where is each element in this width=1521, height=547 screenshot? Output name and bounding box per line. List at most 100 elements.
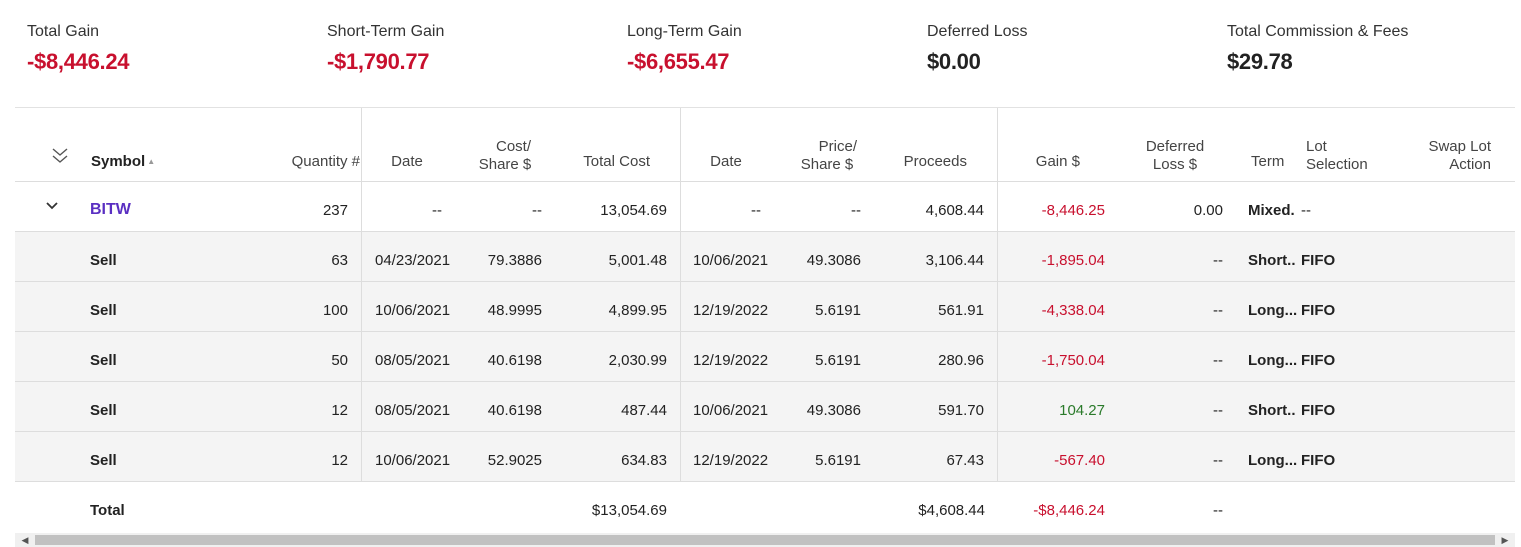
lot-cost-share: 52.9025 bbox=[487, 452, 542, 469]
total-proceeds-sum: $4,608.44 bbox=[918, 502, 985, 519]
scroll-right-arrow-icon[interactable]: ▶ bbox=[1501, 535, 1509, 545]
chevron-down-icon bbox=[46, 202, 58, 210]
collapse-all-button[interactable] bbox=[51, 148, 71, 169]
lot-sold-date: 10/06/2021 bbox=[693, 252, 769, 269]
lot-action: Sell bbox=[90, 452, 117, 469]
group-proceeds: 4,608.44 bbox=[925, 202, 984, 219]
lot-row: Sell 12 08/05/2021 40.6198 487.44 10/06/… bbox=[15, 382, 1515, 432]
lot-quantity: 63 bbox=[331, 252, 348, 269]
double-chevron-down-icon bbox=[52, 148, 68, 163]
gain-summary: Total Gain -$8,446.24 Short-Term Gain -$… bbox=[0, 0, 1521, 108]
lot-proceeds: 67.43 bbox=[946, 452, 984, 469]
lot-acquired-date: 04/23/2021 bbox=[375, 252, 451, 269]
lot-selection-column-header[interactable]: Lot Selection bbox=[1306, 138, 1368, 174]
lot-price-share: 5.6191 bbox=[815, 452, 861, 469]
group-row-bitw[interactable]: BITW 237 -- -- 13,054.69 -- -- 4,608.44 … bbox=[15, 182, 1515, 232]
lot-acquired-date: 10/06/2021 bbox=[375, 452, 451, 469]
lot-term: Short.. bbox=[1248, 402, 1296, 419]
lot-gain: 104.27 bbox=[1059, 402, 1105, 419]
cost-share-column-header[interactable]: Cost/ Share $ bbox=[465, 138, 545, 174]
symbol-link[interactable]: BITW bbox=[90, 201, 131, 218]
group-total-cost: 13,054.69 bbox=[600, 202, 667, 219]
lot-row: Sell 63 04/23/2021 79.3886 5,001.48 10/0… bbox=[15, 232, 1515, 282]
group-term: Mixed. bbox=[1248, 202, 1295, 219]
symbol-column-header[interactable]: Symbol ▲ bbox=[91, 153, 155, 173]
lot-total-cost: 634.83 bbox=[621, 452, 667, 469]
swap-lot-action-column-header: Swap Lot Action bbox=[1411, 138, 1491, 174]
short-term-gain-value: -$1,790.77 bbox=[327, 49, 430, 74]
total-deferred-loss: -- bbox=[1213, 502, 1223, 519]
lot-quantity: 12 bbox=[331, 452, 348, 469]
column-separator bbox=[680, 108, 681, 482]
group-quantity: 237 bbox=[322, 202, 348, 219]
summary-divider bbox=[15, 107, 1515, 108]
lot-price-share: 49.3086 bbox=[806, 252, 861, 269]
lot-sold-date: 12/19/2022 bbox=[693, 452, 769, 469]
group-lot-selection: -- bbox=[1301, 202, 1311, 219]
lot-term: Long... bbox=[1248, 302, 1298, 319]
lot-gain: -567.40 bbox=[1054, 452, 1105, 469]
lot-sold-date: 12/19/2022 bbox=[693, 302, 769, 319]
total-row: Total $13,054.69 $4,608.44 -$8,446.24 -- bbox=[15, 482, 1515, 532]
lot-sold-date: 10/06/2021 bbox=[693, 402, 769, 419]
lot-cost-share: 40.6198 bbox=[487, 352, 542, 369]
long-term-gain-summary: Long-Term Gain -$6,655.47 bbox=[627, 22, 742, 76]
group-sold-date: -- bbox=[751, 202, 761, 219]
proceeds-column-header[interactable]: Proceeds bbox=[903, 153, 967, 170]
column-separator bbox=[997, 108, 998, 482]
lot-price-share: 5.6191 bbox=[815, 352, 861, 369]
group-cost-share: -- bbox=[532, 202, 542, 219]
swap-header-line2: Action bbox=[1449, 156, 1491, 173]
term-column-header[interactable]: Term bbox=[1251, 153, 1285, 170]
total-gain-summary: Total Gain -$8,446.24 bbox=[27, 22, 130, 76]
lot-price-share: 5.6191 bbox=[815, 302, 861, 319]
lot-header-line2: Selection bbox=[1306, 156, 1368, 173]
lot-cost-share: 48.9995 bbox=[487, 302, 542, 319]
lot-action: Sell bbox=[90, 402, 117, 419]
deferred-loss-column-header[interactable]: Deferred Loss $ bbox=[1135, 138, 1215, 174]
deferred-header-line2: Loss $ bbox=[1152, 156, 1198, 173]
lot-row: Sell 50 08/05/2021 40.6198 2,030.99 12/1… bbox=[15, 332, 1515, 382]
acquired-date-column-header[interactable]: Date bbox=[391, 153, 423, 170]
deferred-loss-summary: Deferred Loss $0.00 bbox=[927, 22, 1028, 76]
total-gain-sum: -$8,446.24 bbox=[1033, 502, 1105, 519]
group-price-share: -- bbox=[851, 202, 861, 219]
table-header: Symbol ▲ Quantity # Date Cost/ Share $ To… bbox=[15, 108, 1515, 182]
lot-total-cost: 2,030.99 bbox=[608, 352, 667, 369]
lot-quantity: 12 bbox=[331, 402, 348, 419]
scroll-left-arrow-icon[interactable]: ◀ bbox=[21, 535, 29, 545]
price-share-column-header[interactable]: Price/ Share $ bbox=[787, 138, 867, 174]
long-term-gain-value: -$6,655.47 bbox=[627, 49, 730, 74]
lot-proceeds: 561.91 bbox=[938, 302, 984, 319]
lot-proceeds: 280.96 bbox=[938, 352, 984, 369]
lot-action: Sell bbox=[90, 302, 117, 319]
lot-gain: -1,750.04 bbox=[1041, 352, 1105, 369]
lot-total-cost: 4,899.95 bbox=[608, 302, 667, 319]
lot-selection: FIFO bbox=[1301, 302, 1336, 319]
lot-action: Sell bbox=[90, 252, 117, 269]
total-gain-label: Total Gain bbox=[27, 23, 100, 40]
gain-column-header[interactable]: Gain $ bbox=[1035, 153, 1080, 170]
row-toggle-button[interactable] bbox=[45, 198, 59, 216]
lot-deferred-loss: -- bbox=[1213, 402, 1223, 419]
quantity-column-header[interactable]: Quantity # bbox=[291, 153, 360, 170]
lot-sold-date: 12/19/2022 bbox=[693, 352, 769, 369]
scrollbar-thumb[interactable] bbox=[35, 535, 1495, 545]
long-term-gain-label: Long-Term Gain bbox=[627, 23, 742, 40]
lot-quantity: 50 bbox=[331, 352, 348, 369]
price-share-header-line2: Share $ bbox=[800, 156, 854, 173]
lot-proceeds: 591.70 bbox=[938, 402, 984, 419]
lot-deferred-loss: -- bbox=[1213, 452, 1223, 469]
deferred-header-line1: Deferred bbox=[1145, 138, 1205, 155]
column-separator bbox=[361, 108, 362, 482]
lot-proceeds: 3,106.44 bbox=[925, 252, 984, 269]
lot-row: Sell 12 10/06/2021 52.9025 634.83 12/19/… bbox=[15, 432, 1515, 482]
lot-selection: FIFO bbox=[1301, 352, 1336, 369]
lot-term: Long... bbox=[1248, 452, 1298, 469]
lot-term: Long... bbox=[1248, 352, 1298, 369]
deferred-loss-label: Deferred Loss bbox=[927, 23, 1028, 40]
total-cost-column-header[interactable]: Total Cost bbox=[583, 153, 650, 170]
lot-cost-share: 79.3886 bbox=[487, 252, 542, 269]
sold-date-column-header[interactable]: Date bbox=[710, 153, 742, 170]
horizontal-scrollbar[interactable]: ◀ ▶ bbox=[15, 533, 1515, 547]
